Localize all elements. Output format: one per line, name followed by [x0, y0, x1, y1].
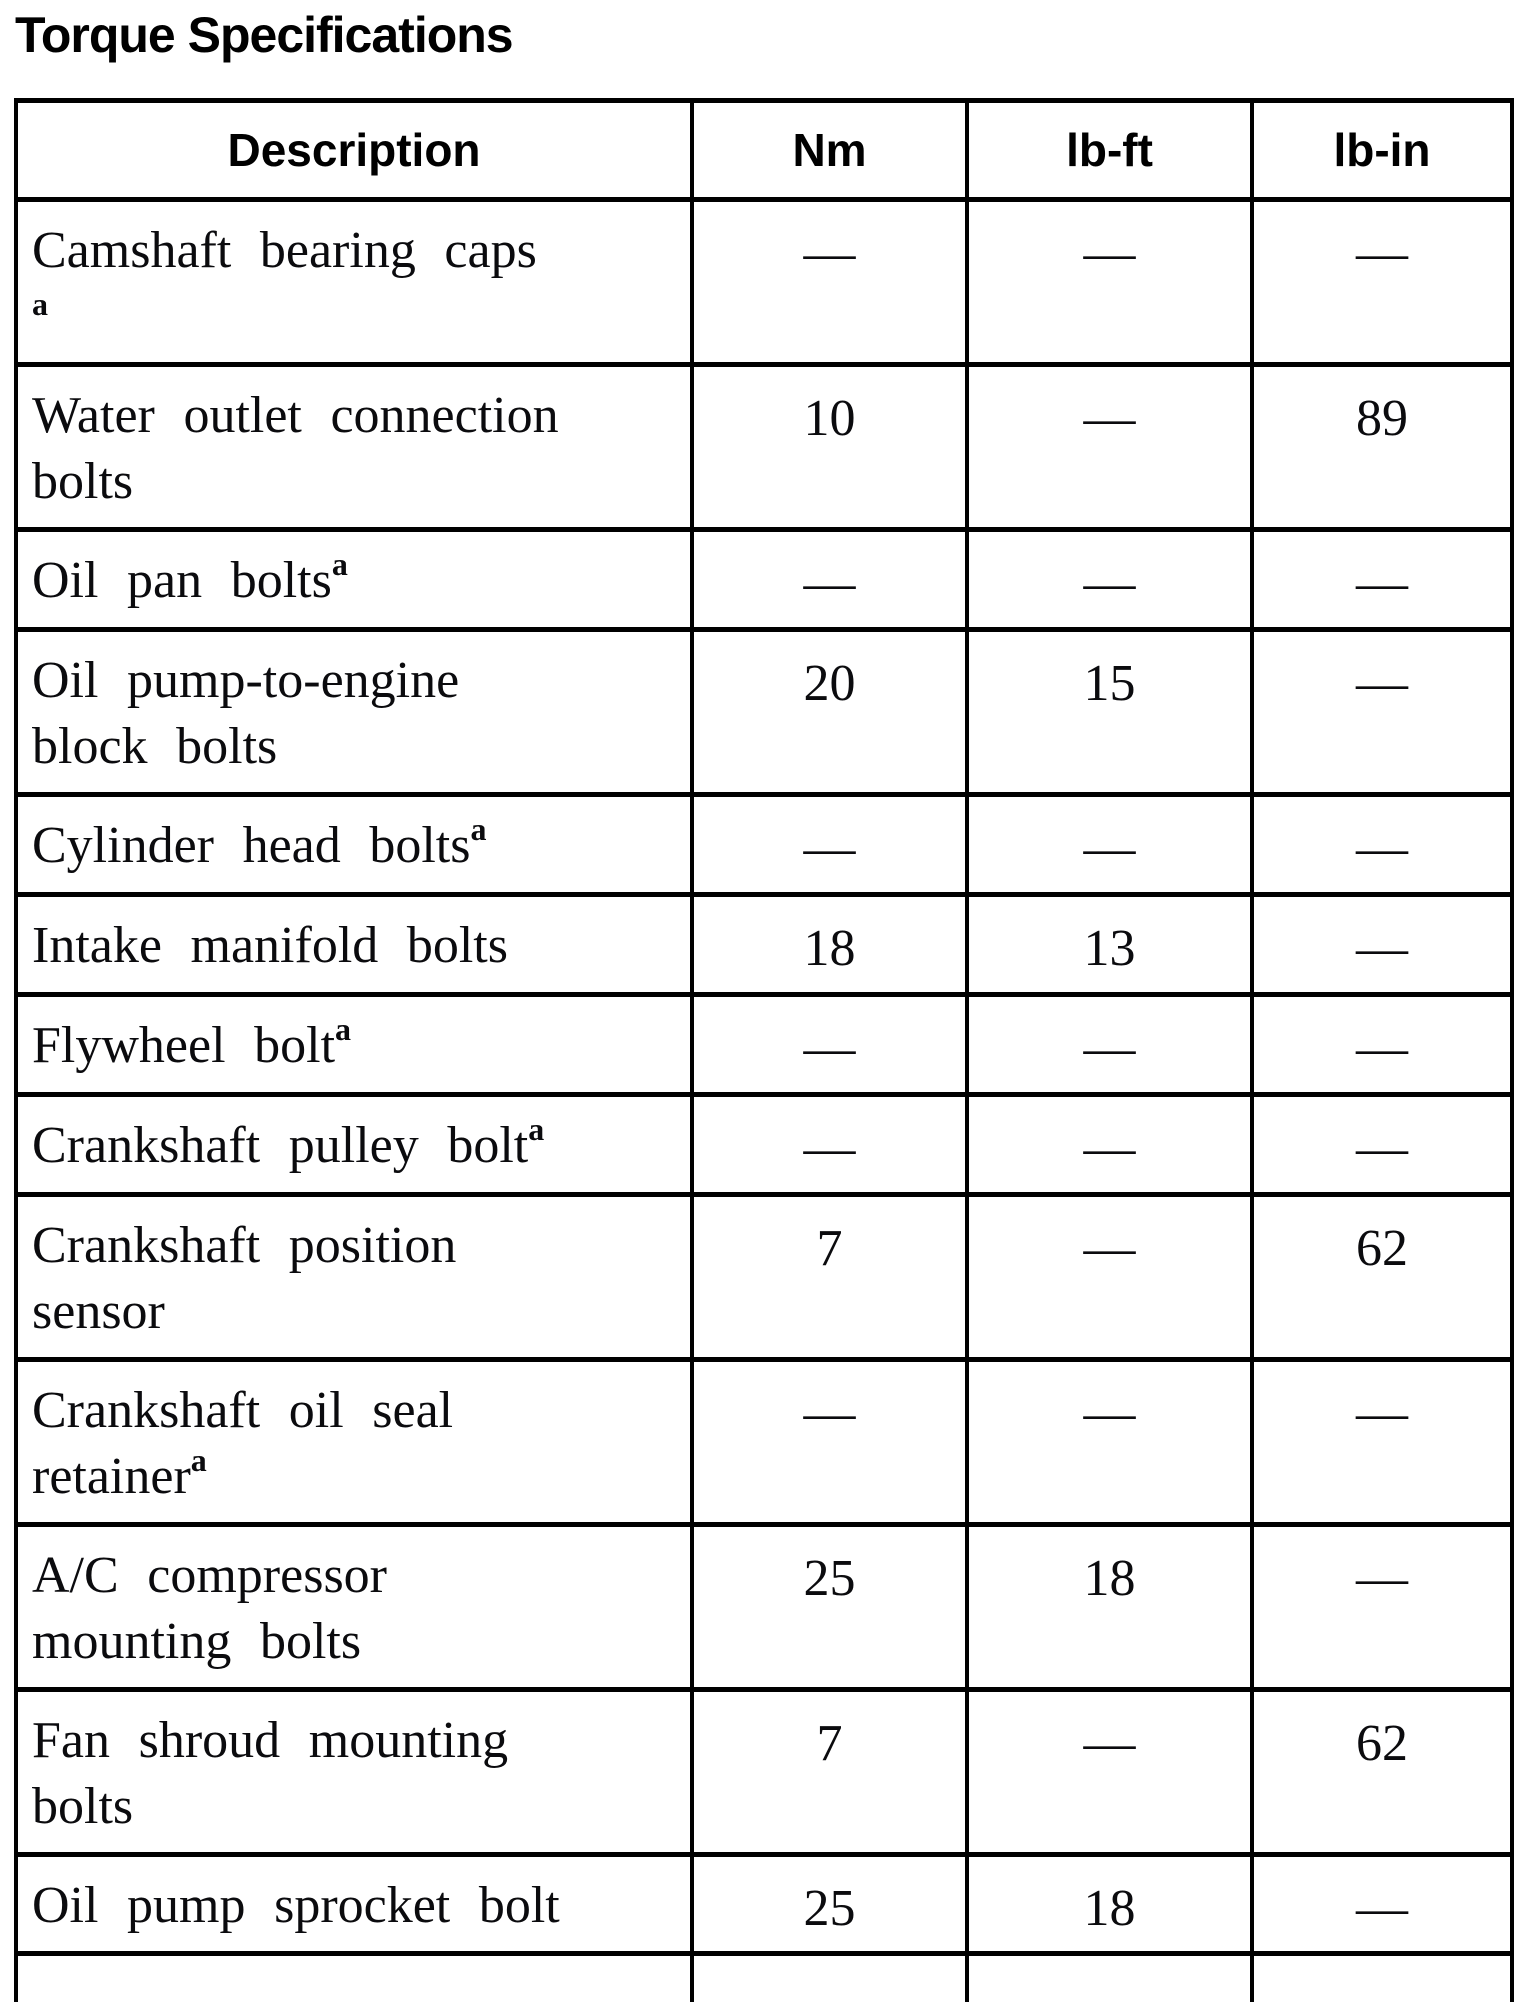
- lb-in-cell: [1250, 1951, 1514, 2002]
- description-text: A/C compressor mounting bolts: [32, 1547, 387, 1670]
- description-text: Cylinder head bolts: [32, 817, 471, 874]
- header-row: Description Nm lb-ft lb-in: [14, 98, 1514, 202]
- footnote-marker: a: [335, 1011, 352, 1047]
- nm-cell: 10: [690, 362, 969, 532]
- description-text: Water outlet connection bolts: [32, 387, 559, 510]
- description-cell: Crankshaft position sensor: [14, 1192, 694, 1362]
- table-row: Oil pan boltsa — — —: [14, 527, 1514, 632]
- nm-cell: —: [690, 1357, 969, 1527]
- description-cell: Oil pan boltsa: [14, 527, 694, 632]
- nm-cell: 18: [690, 892, 969, 997]
- lb-in-cell: —: [1250, 1357, 1514, 1527]
- description-text: Oil pan bolts: [32, 552, 332, 609]
- description-cell: Flywheel bolta: [14, 992, 694, 1097]
- lb-ft-cell: —: [965, 527, 1254, 632]
- col-header-nm: Nm: [690, 98, 969, 202]
- lb-in-cell: —: [1250, 992, 1514, 1097]
- table-row: Crankshaft pulley bolta — — —: [14, 1092, 1514, 1197]
- nm-cell: —: [690, 197, 969, 367]
- table-row: Cylinder head boltsa — — —: [14, 792, 1514, 897]
- col-header-lb-in: lb-in: [1250, 98, 1514, 202]
- footnote-marker: a: [528, 1111, 545, 1147]
- footnote-marker: a: [32, 286, 48, 322]
- col-header-lb-ft: lb-ft: [965, 98, 1254, 202]
- table-row: Intake manifold bolts 18 13 —: [14, 892, 1514, 997]
- footnote-marker: a: [190, 1442, 207, 1478]
- nm-cell: —: [690, 527, 969, 632]
- description-cell: Intake manifold bolts: [14, 892, 694, 997]
- col-header-description: Description: [14, 98, 694, 202]
- lb-ft-cell: —: [965, 197, 1254, 367]
- page-title: Torque Specifications: [15, 7, 514, 63]
- nm-cell: —: [690, 992, 969, 1097]
- lb-in-cell: —: [1250, 527, 1514, 632]
- description-cell: Fan shroud mounting bolts: [14, 1687, 694, 1857]
- description-text: Crankshaft position sensor: [32, 1217, 457, 1340]
- description-text: Oil pump sprocket bolt: [32, 1877, 560, 1934]
- lb-ft-cell: —: [965, 792, 1254, 897]
- lb-ft-cell: —: [965, 1192, 1254, 1362]
- lb-ft-cell: 15: [965, 627, 1254, 797]
- description-text: Camshaft bearing caps: [32, 222, 537, 279]
- footnote-marker: a: [470, 811, 487, 847]
- description-text: Fan shroud mounting bolts: [32, 1712, 509, 1835]
- nm-cell: 7: [690, 1687, 969, 1857]
- lb-ft-cell: —: [965, 1092, 1254, 1197]
- description-cell: [14, 1951, 694, 2002]
- lb-in-cell: —: [1250, 792, 1514, 897]
- lb-ft-cell: —: [965, 1687, 1254, 1857]
- description-cell: Crankshaft pulley bolta: [14, 1092, 694, 1197]
- nm-cell: 7: [690, 1192, 969, 1362]
- table-row: Crankshaft oil seal retainera — — —: [14, 1357, 1514, 1527]
- nm-cell: [690, 1951, 969, 2002]
- lb-ft-cell: 18: [965, 1522, 1254, 1692]
- footnote-marker: a: [331, 546, 348, 582]
- nm-cell: 25: [690, 1522, 969, 1692]
- description-text: Crankshaft oil seal retainer: [32, 1382, 454, 1505]
- table-row: Camshaft bearing caps a — — —: [14, 197, 1514, 367]
- table-row: Oil pump-to-engine block bolts 20 15 —: [14, 627, 1514, 797]
- table-row: Oil pump sprocket bolt 25 18 —: [14, 1852, 1514, 1956]
- description-cell: Oil pump-to-engine block bolts: [14, 627, 694, 797]
- lb-ft-cell: —: [965, 992, 1254, 1097]
- lb-in-cell: 62: [1250, 1192, 1514, 1362]
- lb-in-cell: —: [1250, 892, 1514, 997]
- description-cell: A/C compressor mounting bolts: [14, 1522, 694, 1692]
- lb-ft-cell: 13: [965, 892, 1254, 997]
- description-text: Crankshaft pulley bolt: [32, 1117, 529, 1174]
- table-row: Flywheel bolta — — —: [14, 992, 1514, 1097]
- lb-in-cell: —: [1250, 1092, 1514, 1197]
- table-row: Water outlet connection bolts 10 — 89: [14, 362, 1514, 532]
- description-cell: Cylinder head boltsa: [14, 792, 694, 897]
- description-cell: Oil pump sprocket bolt: [14, 1852, 694, 1956]
- table-row: A/C compressor mounting bolts 25 18 —: [14, 1522, 1514, 1692]
- lb-ft-cell: —: [965, 362, 1254, 532]
- nm-cell: 25: [690, 1852, 969, 1956]
- nm-cell: —: [690, 792, 969, 897]
- lb-in-cell: —: [1250, 1522, 1514, 1692]
- lb-in-cell: 89: [1250, 362, 1514, 532]
- lb-in-cell: 62: [1250, 1687, 1514, 1857]
- description-cell: Crankshaft oil seal retainera: [14, 1357, 694, 1527]
- description-cell: Camshaft bearing caps a: [14, 197, 694, 367]
- table-row: Crankshaft position sensor 7 — 62: [14, 1192, 1514, 1362]
- torque-specifications-table: Description Nm lb-ft lb-in Camshaft bear…: [14, 98, 1514, 2002]
- cut-off-row: [14, 1951, 1514, 2002]
- description-text: Flywheel bolt: [32, 1017, 336, 1074]
- lb-ft-cell: —: [965, 1357, 1254, 1527]
- nm-cell: —: [690, 1092, 969, 1197]
- lb-in-cell: —: [1250, 197, 1514, 367]
- table-row: Fan shroud mounting bolts 7 — 62: [14, 1687, 1514, 1857]
- description-cell: Water outlet connection bolts: [14, 362, 694, 532]
- lb-ft-cell: 18: [965, 1852, 1254, 1956]
- lb-in-cell: —: [1250, 1852, 1514, 1956]
- lb-ft-cell: [965, 1951, 1254, 2002]
- description-text: Intake manifold bolts: [32, 917, 508, 974]
- nm-cell: 20: [690, 627, 969, 797]
- description-text: Oil pump-to-engine block bolts: [32, 652, 460, 775]
- lb-in-cell: —: [1250, 627, 1514, 797]
